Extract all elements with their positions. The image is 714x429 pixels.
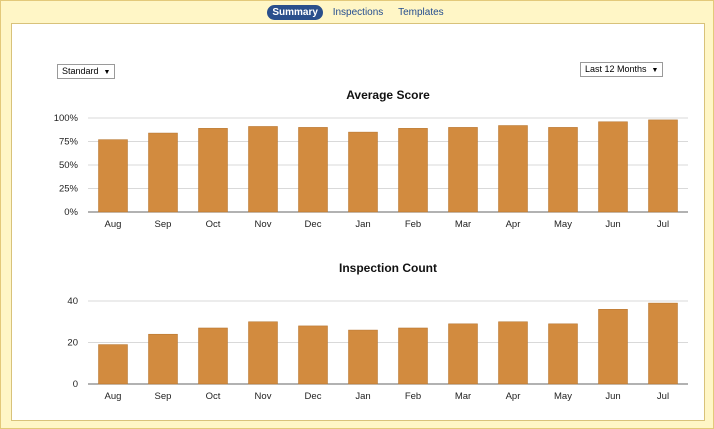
x-tick-label: Feb xyxy=(405,391,421,402)
x-tick-label: May xyxy=(554,219,572,230)
x-tick-label: Jan xyxy=(355,391,370,402)
caret-down-icon: ▼ xyxy=(103,69,111,76)
type-select-value: Standard xyxy=(62,66,99,76)
x-tick-label: Apr xyxy=(506,391,521,402)
bar[interactable] xyxy=(348,329,378,385)
x-tick-label: Mar xyxy=(455,391,471,402)
x-tick-label: Oct xyxy=(206,219,221,230)
bar[interactable] xyxy=(448,323,478,385)
bar[interactable] xyxy=(548,127,578,213)
bar[interactable] xyxy=(148,333,178,385)
x-tick-label: Oct xyxy=(206,391,221,402)
bar[interactable] xyxy=(148,132,178,213)
bar[interactable] xyxy=(448,127,478,213)
y-tick-label: 0% xyxy=(64,207,78,218)
tab-bar: Summary Inspections Templates xyxy=(1,5,714,20)
x-tick-label: Aug xyxy=(105,391,122,402)
average-score-chart: Average Score 0% 25% 50% 75% 100% Aug Sep Oct Nov… xyxy=(54,88,688,230)
bar[interactable] xyxy=(298,325,328,385)
x-tick-label: Jun xyxy=(605,219,620,230)
x-tick-label: May xyxy=(554,391,572,402)
caret-down-icon: ▼ xyxy=(651,67,659,74)
x-tick-label: Sep xyxy=(155,391,172,402)
y-tick-label: 40 xyxy=(67,296,78,307)
x-tick-label: Aug xyxy=(105,219,122,230)
x-tick-label: Dec xyxy=(305,219,322,230)
y-tick-label: 75% xyxy=(59,137,79,148)
y-tick-label: 20 xyxy=(67,338,78,349)
bar[interactable] xyxy=(498,125,528,213)
chart-title: Inspection Count xyxy=(339,261,437,275)
y-tick-label: 0 xyxy=(73,379,78,390)
bar[interactable] xyxy=(298,127,328,213)
x-tick-label: Nov xyxy=(255,219,272,230)
tab-templates[interactable]: Templates xyxy=(398,7,444,18)
y-tick-label: 25% xyxy=(59,184,79,195)
bar[interactable] xyxy=(98,139,128,213)
bar[interactable] xyxy=(198,327,228,385)
x-tick-label: Jul xyxy=(657,219,669,230)
tab-inspections[interactable]: Inspections xyxy=(332,7,384,18)
bar[interactable] xyxy=(248,321,278,385)
y-tick-label: 100% xyxy=(54,113,79,124)
summary-panel: Standard ▼ Last 12 Months ▼ Average Score 0… xyxy=(11,23,705,421)
bar[interactable] xyxy=(98,344,128,385)
bar[interactable] xyxy=(398,128,428,213)
chart-title: Average Score xyxy=(346,88,430,102)
x-tick-label: Nov xyxy=(255,391,272,402)
bar[interactable] xyxy=(498,321,528,385)
bar[interactable] xyxy=(348,131,378,213)
range-select[interactable]: Last 12 Months ▼ xyxy=(580,62,664,77)
bar[interactable] xyxy=(398,327,428,385)
bar[interactable] xyxy=(248,126,278,213)
bar[interactable] xyxy=(648,302,678,385)
range-select-value: Last 12 Months xyxy=(585,64,647,74)
x-tick-label: Jul xyxy=(657,391,669,402)
x-tick-label: Feb xyxy=(405,219,421,230)
x-tick-label: Jun xyxy=(605,391,620,402)
tab-summary[interactable]: Summary xyxy=(267,5,323,20)
x-tick-label: Sep xyxy=(155,219,172,230)
type-select[interactable]: Standard ▼ xyxy=(57,64,116,79)
bar[interactable] xyxy=(198,128,228,213)
x-tick-label: Apr xyxy=(506,219,521,230)
x-tick-label: Jan xyxy=(355,219,370,230)
inspection-count-chart: Inspection Count 0 20 40 Aug Sep Oct Nov Dec Jan F… xyxy=(67,261,688,402)
x-tick-label: Mar xyxy=(455,219,471,230)
y-tick-label: 50% xyxy=(59,160,79,171)
bar[interactable] xyxy=(598,121,628,213)
bar[interactable] xyxy=(648,119,678,213)
bar[interactable] xyxy=(548,323,578,385)
x-tick-label: Dec xyxy=(305,391,322,402)
bar[interactable] xyxy=(598,309,628,385)
